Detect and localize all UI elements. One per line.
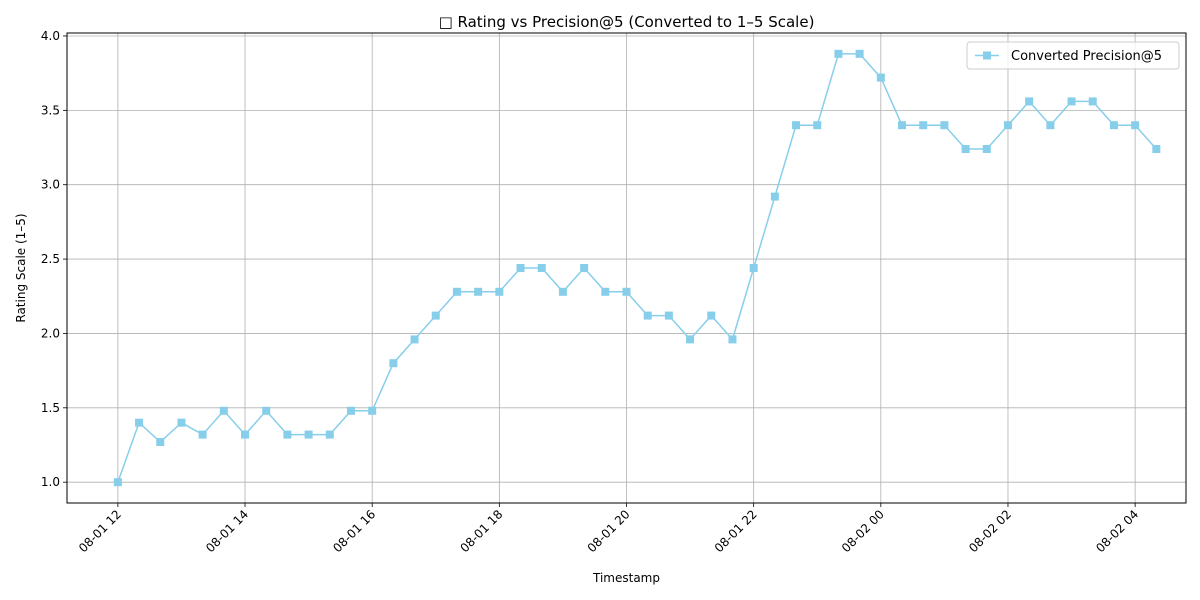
data-point: [1088, 97, 1097, 106]
data-point: [1131, 121, 1140, 130]
data-point: [241, 430, 250, 439]
legend-entry-label: Converted Precision@5: [1011, 49, 1162, 64]
data-point: [156, 438, 165, 447]
series-layer: [113, 49, 1161, 487]
data-point: [982, 145, 991, 154]
data-point: [1152, 145, 1161, 154]
legend-square-marker-icon: [983, 51, 991, 60]
data-point: [304, 430, 313, 439]
data-point: [1003, 121, 1012, 130]
y-tick-label: 1.5: [41, 401, 60, 415]
data-point: [686, 335, 695, 344]
data-point: [219, 406, 228, 415]
data-point: [898, 121, 907, 130]
y-tick-label: 4.0: [41, 29, 60, 43]
data-point: [876, 73, 885, 82]
y-tick-label: 3.0: [41, 178, 60, 192]
y-tick-label: 1.0: [41, 475, 60, 489]
data-point: [177, 418, 186, 427]
data-point: [643, 311, 652, 320]
data-point: [1067, 97, 1076, 106]
y-tick-label: 2.0: [41, 326, 60, 340]
data-point: [1109, 121, 1118, 130]
data-point: [728, 335, 737, 344]
data-point: [113, 478, 122, 487]
data-point: [474, 287, 483, 296]
legend: Converted Precision@5: [966, 41, 1180, 70]
data-point: [495, 287, 504, 296]
data-point: [601, 287, 610, 296]
data-point: [919, 121, 928, 130]
data-point: [537, 264, 546, 272]
data-point: [346, 406, 355, 415]
data-point: [792, 121, 801, 130]
legend-box: [966, 41, 1180, 70]
data-point: [1025, 97, 1034, 106]
y-axis-label: Rating Scale (1–5): [14, 213, 28, 322]
data-point: [749, 264, 758, 272]
data-point: [558, 287, 567, 296]
data-point: [580, 264, 589, 272]
data-point: [431, 311, 440, 320]
data-point: [940, 121, 949, 130]
data-point: [452, 287, 461, 296]
data-point: [198, 430, 207, 439]
data-point: [961, 145, 970, 154]
data-point: [325, 430, 334, 439]
data-point: [135, 418, 144, 427]
data-point: [622, 287, 631, 296]
y-axis: 1.0 1.5 2.0 2.5 3.0 3.5 4.0: [41, 29, 67, 489]
data-point: [707, 311, 716, 320]
data-point: [834, 49, 843, 58]
data-point: [516, 264, 525, 272]
data-point: [389, 359, 398, 368]
x-axis-label: Timestamp: [592, 571, 660, 585]
grid: [67, 33, 1186, 503]
data-point: [410, 335, 419, 344]
data-point: [283, 430, 292, 439]
data-point: [664, 311, 673, 320]
data-point: [770, 192, 779, 201]
data-point: [855, 49, 864, 58]
chart-title: □ Rating vs Precision@5 (Converted to 1–…: [439, 13, 815, 31]
y-tick-label: 3.5: [41, 103, 60, 117]
data-point: [368, 406, 377, 415]
data-point: [262, 406, 271, 415]
data-point: [813, 121, 822, 130]
y-tick-label: 2.5: [41, 252, 60, 266]
data-point: [1046, 121, 1055, 130]
